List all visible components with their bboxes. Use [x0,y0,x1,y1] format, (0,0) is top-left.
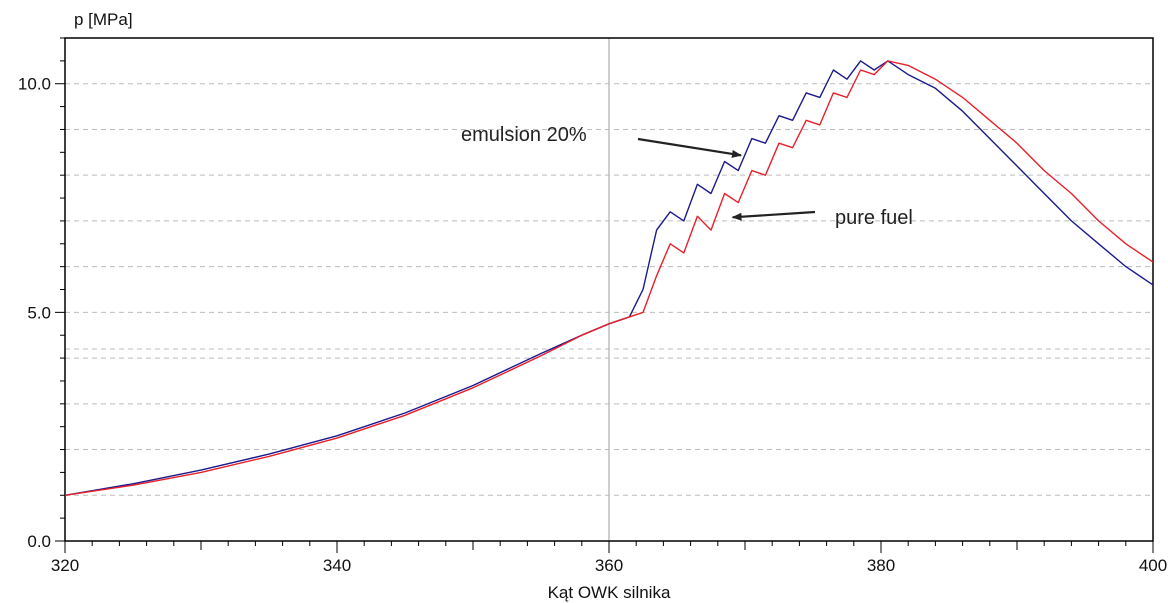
series-line-pure-fuel [64,60,1154,496]
x-tick-label: 320 [51,556,79,575]
annotation-emulsion-label: emulsion 20% [461,124,587,146]
x-tick-label: 400 [1139,556,1167,575]
series-line-emulsion [64,60,1154,496]
annotation-pure-fuel-label: pure fuel [835,207,913,229]
annotation-pure-fuel-arrow [731,210,816,221]
x-tick-label: 340 [323,556,351,575]
annotations-layer: emulsion 20% pure fuel [461,124,913,229]
x-tick-label: 380 [867,556,895,575]
ticks-layer: 320 340 360 380 400 0.0 5.0 10.0 [18,37,1167,575]
y-tick-label: 0.0 [27,532,51,551]
y-tick-label: 10.0 [18,75,51,94]
series-layer [64,60,1154,496]
annotation-emulsion-arrow [637,137,742,158]
y-axis-title: p [MPa] [74,10,133,29]
y-tick-label: 5.0 [27,303,51,322]
x-tick-label: 360 [595,556,623,575]
x-axis-title: Kąt OWK silnika [548,583,671,602]
